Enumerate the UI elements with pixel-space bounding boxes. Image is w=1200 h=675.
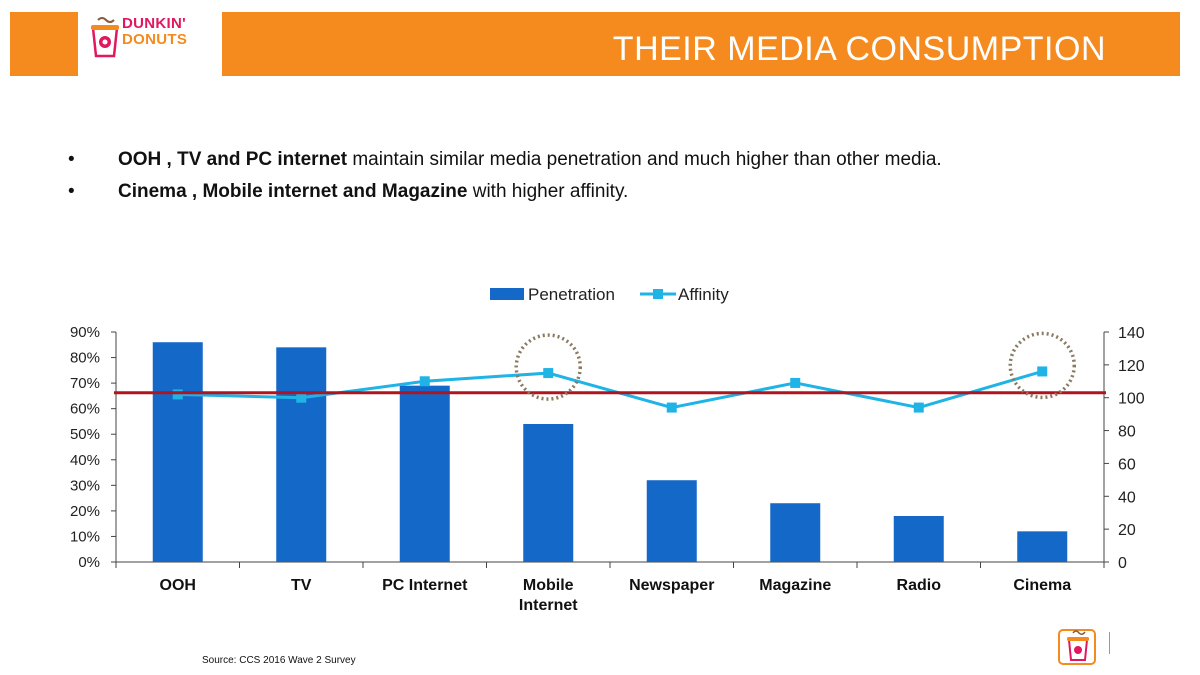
corner-divider [1109,632,1110,654]
page-title: THEIR MEDIA CONSUMPTION [612,30,1106,68]
y-left-tick-label: 10% [70,528,100,545]
x-category-label: Magazine [759,577,831,594]
brand-line-2: DONUTS [122,31,188,48]
point-affinity [1037,366,1048,377]
line-affinity [177,369,1043,410]
y-right-tick-label: 40 [1118,489,1136,506]
bullet-item: • Cinema , Mobile internet and Magazine … [68,176,1148,208]
bar-penetration [276,347,327,562]
bullet-item: • OOH , TV and PC internet maintain simi… [68,144,1148,176]
y-right-tick-label: 20 [1118,522,1136,539]
y-left-tick-label: 80% [70,350,100,367]
header-title-bar: THEIR MEDIA CONSUMPTION [222,12,1180,76]
header-accent-block [10,12,78,76]
brand-logo: DUNKIN' DONUTS [84,12,216,82]
y-left-tick-label: 60% [70,401,100,418]
y-left-tick-label: 0% [78,554,100,571]
y-right-tick-label: 0 [1118,555,1127,572]
legend-swatch-affinity-marker [653,289,663,299]
highlight-circle [514,333,582,401]
bullet-symbol: • [68,181,75,202]
y-left-tick-label: 40% [70,452,100,469]
legend-label-affinity: Affinity [678,285,729,304]
x-category-label: PC Internet [382,577,468,594]
x-category-label: Radio [897,577,942,594]
bullet-text: with higher affinity. [467,181,629,202]
point-affinity [419,376,430,387]
y-left-tick-label: 30% [70,477,100,494]
legend-swatch-penetration [490,288,524,300]
bar-penetration [152,342,203,562]
bar-penetration [399,385,450,562]
coffee-cup-icon [91,17,119,58]
y-right-tick-label: 120 [1118,358,1145,375]
y-left-tick-label: 70% [70,375,100,392]
point-affinity [790,377,801,388]
bar-penetration [646,480,697,562]
bar-penetration [523,424,574,562]
point-affinity [296,392,307,403]
x-category-label: Newspaper [629,577,714,594]
bullet-symbol: • [68,149,75,170]
x-category-label: TV [291,577,312,594]
bullet-bold-text: OOH , TV and PC internet [118,149,348,170]
legend-label-penetration: Penetration [528,285,615,304]
highlight-circle [1008,331,1076,400]
y-left-tick-label: 20% [70,503,100,520]
point-affinity [172,389,183,400]
x-category-label: OOH [160,577,196,594]
corner-logo-icon [1058,629,1096,665]
y-right-tick-label: 100 [1118,391,1145,408]
point-affinity [543,368,554,379]
source-note: Source: CCS 2016 Wave 2 Survey [202,655,356,666]
brand-wordmark: DUNKIN' DONUTS [122,16,187,48]
bar-penetration [893,516,944,562]
bar-penetration [1017,531,1068,562]
header-bar: DUNKIN' DONUTS THEIR MEDIA CONSUMPTION [0,12,1200,82]
bullet-text: maintain similar media penetration and m… [347,149,942,170]
bullet-list: • OOH , TV and PC internet maintain simi… [68,144,1148,208]
brand-line-1: DUNKIN' [122,15,186,32]
x-category-label: Mobile [523,577,574,594]
bar-penetration [770,503,821,562]
x-category-label: Cinema [1013,577,1071,594]
x-category-label: Internet [519,597,578,614]
y-right-tick-label: 140 [1118,325,1145,342]
y-right-tick-label: 80 [1118,424,1136,441]
point-affinity [913,402,924,413]
y-left-tick-label: 90% [70,324,100,341]
bullet-bold-text: Cinema , Mobile internet and Magazine [118,181,468,202]
point-affinity [666,402,677,413]
y-left-tick-label: 50% [70,426,100,443]
y-right-tick-label: 60 [1118,456,1136,473]
